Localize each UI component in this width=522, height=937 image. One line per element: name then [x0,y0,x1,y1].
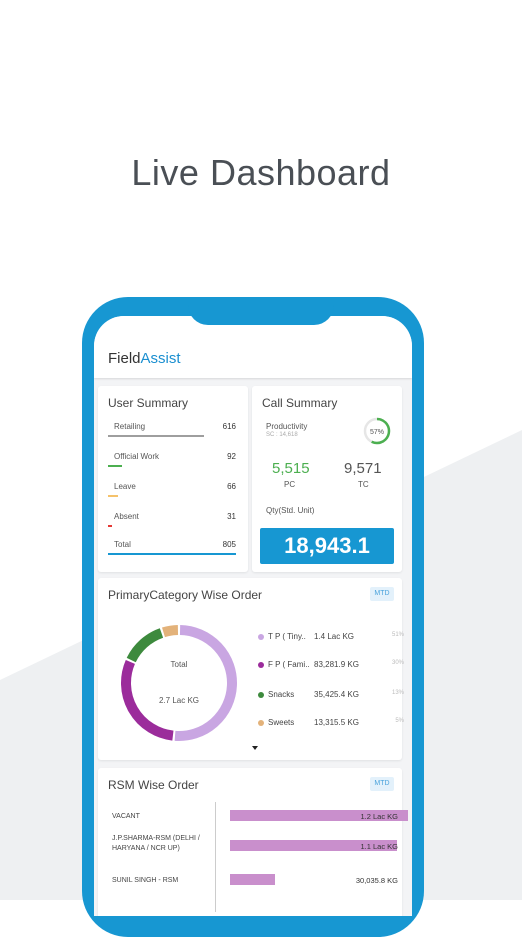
donut-center-label: Total [170,660,188,669]
pc-value: 5,515 [272,460,310,477]
rsm-order-title: RSM Wise Order [108,778,199,792]
tc-label: TC [358,480,369,489]
donut-slice [174,625,237,741]
donut-center-value: 2.7 Lac KG [158,696,200,705]
pc-label: PC [284,480,296,489]
donut-slice [126,628,164,663]
row-bar [108,465,122,467]
productivity-label: Productivity [266,422,308,431]
phone-notch [188,297,334,325]
phone-screen: FieldAssist User Summary Retailing 616 O… [94,316,412,916]
rsm-bar [230,810,408,821]
legend-item[interactable]: Sweets 13,315.5 KG 5% [258,718,404,730]
donut-slice [121,659,174,741]
svg-text:57%: 57% [370,429,384,436]
mtd-badge[interactable]: MTD [370,777,394,791]
row-bar [108,495,118,497]
productivity-sub: SC : 14,618 [266,432,298,438]
rsm-bar [230,874,275,885]
page-headline: Live Dashboard [131,152,391,193]
mtd-badge[interactable]: MTD [370,587,394,601]
primary-category-title: PrimaryCategory Wise Order [108,588,263,602]
row-bar [108,435,204,437]
legend-item[interactable]: Snacks 35,425.4 KG 13% [258,690,404,702]
call-summary-card[interactable]: Call Summary Productivity SC : 14,618 57… [252,386,402,572]
qty-value: 18,943.1 [260,528,394,564]
productivity-ring: 57% [363,417,391,445]
qty-label: Qty(Std. Unit) [266,506,315,515]
rsm-order-card[interactable]: RSM Wise Order MTD VACANT 1.2 Lac KG J.P… [98,768,408,916]
user-summary-card[interactable]: User Summary Retailing 616 Official Work… [98,386,248,572]
call-summary-title: Call Summary [262,396,338,410]
row-bar [108,553,236,555]
tc-value: 9,571 [344,460,382,477]
donut-slice [162,625,179,638]
user-summary-title: User Summary [108,396,189,410]
rsm-bar [230,840,398,851]
axis-line [215,802,216,912]
legend-item[interactable]: T P ( Tiny.. 1.4 Lac KG 51% [258,632,404,644]
app-bar: FieldAssist [94,316,412,378]
legend-item[interactable]: F P ( Fami.. 83,281.9 KG 30% [258,660,404,672]
caret-down-icon[interactable] [252,746,258,750]
category-donut-chart [121,625,237,741]
brand-logo: FieldAssist [108,350,181,367]
row-bar [108,525,112,527]
primary-category-card[interactable]: PrimaryCategory Wise Order MTD Total 2.7… [98,578,404,760]
